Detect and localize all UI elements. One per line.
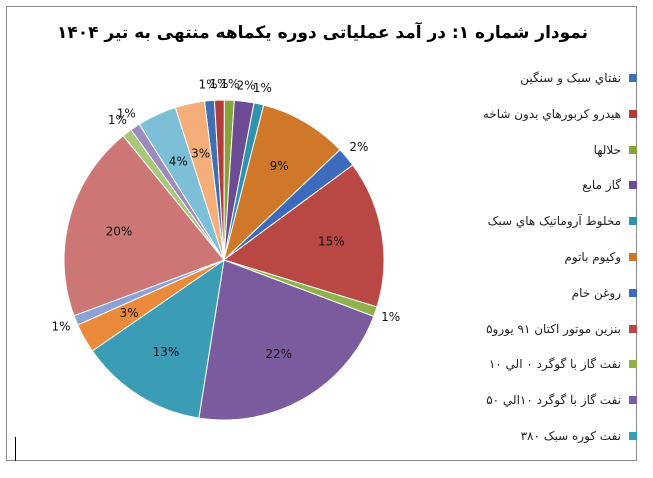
slice-label-5: 9% xyxy=(270,159,289,173)
slice-label-14: 1% xyxy=(108,113,127,127)
slice-label-12: 1% xyxy=(51,319,70,333)
slice-label-15: 1% xyxy=(117,107,136,121)
legend-item-0: نفتاي سبک و سنگين xyxy=(520,69,637,87)
legend-item-8: نفت گاز با گوگرد ۰ الي ۱۰ xyxy=(489,355,637,373)
slice-label-2: 1% xyxy=(220,77,239,91)
chart-frame: نمودار شماره ۱: در آمد عملیاتی دوره یکما… xyxy=(6,6,637,461)
legend-label: مخلوط آروماتيک هاي سبک xyxy=(487,214,621,229)
legend-item-3: گاز مايع xyxy=(582,176,637,194)
legend-label: نفتاي سبک و سنگين xyxy=(520,71,621,85)
legend-label: نفت گاز با گوگرد ۰ الي ۱۰ xyxy=(488,357,621,372)
legend-swatch xyxy=(629,74,637,82)
legend-item-6: روغن خام xyxy=(572,284,637,302)
legend-swatch xyxy=(629,432,637,440)
legend-swatch xyxy=(629,324,637,333)
slice-label-16: 4% xyxy=(169,154,188,168)
slice-label-10: 13% xyxy=(153,345,180,359)
legend-swatch xyxy=(629,109,637,118)
legend-swatch xyxy=(629,217,637,226)
legend-label: هيدرو کربورهاي بدون شاخه xyxy=(482,106,621,121)
legend-item-9: نفت گاز با گوگرد ۱۰الي ۵۰ xyxy=(486,391,637,409)
legend-swatch xyxy=(629,145,637,154)
legend-label: نفت گاز با گوگرد ۱۰الي ۵۰ xyxy=(486,393,621,408)
pie-slice-13 xyxy=(63,135,225,317)
vertical-tick xyxy=(15,437,16,461)
legend-item-7: بنزين موتور اکتان ۹۱ يورو۵ xyxy=(486,320,637,338)
legend-label: روغن خام xyxy=(571,285,621,300)
legend-swatch xyxy=(629,288,637,297)
legend-item-1: هيدرو کربورهاي بدون شاخه xyxy=(483,105,637,123)
slice-label-0: 1% xyxy=(198,78,217,92)
legend-label: نفت کوره سبک ۳۸۰ xyxy=(520,429,621,443)
legend-swatch xyxy=(629,360,637,369)
legend-item-2: حلالها xyxy=(594,141,637,159)
legend-swatch xyxy=(629,253,637,261)
slice-label-9: 22% xyxy=(265,347,292,361)
pie-slice-9 xyxy=(198,259,375,421)
slice-label-17: 3% xyxy=(191,147,210,161)
legend-swatch xyxy=(629,181,637,190)
pie-slice-10 xyxy=(91,258,225,419)
legend-label: بنزين موتور اکتان ۹۱ يورو۵ xyxy=(486,321,621,336)
slice-label-4: 1% xyxy=(253,81,272,95)
legend-item-10: نفت کوره سبک ۳۸۰ xyxy=(521,427,637,445)
slice-label-6: 2% xyxy=(349,140,368,154)
legend-label: گاز مايع xyxy=(582,178,621,193)
legend-item-4: مخلوط آروماتيک هاي سبک xyxy=(488,212,637,230)
pie-slice-5 xyxy=(223,104,341,262)
slice-label-7: 15% xyxy=(318,235,345,249)
slice-label-11: 3% xyxy=(120,306,139,320)
chart-title: نمودار شماره ۱: در آمد عملیاتی دوره یکما… xyxy=(56,23,589,43)
pie-slice-7 xyxy=(222,164,385,308)
slice-label-13: 20% xyxy=(106,224,133,238)
pie-chart: 1%1%1%2%1%9%2%15%1%22%13%3%1%20%1%1%4%3% xyxy=(51,77,400,421)
legend-label: وکيوم باتوم xyxy=(564,250,621,264)
legend-swatch xyxy=(629,396,637,405)
slice-label-3: 2% xyxy=(237,78,256,92)
pie-slice-17 xyxy=(174,100,225,261)
legend-label: حلالها xyxy=(593,142,621,157)
slice-label-1: 1% xyxy=(209,77,228,91)
legend-item-5: وکيوم باتوم xyxy=(564,248,637,266)
slice-label-8: 1% xyxy=(381,310,400,324)
